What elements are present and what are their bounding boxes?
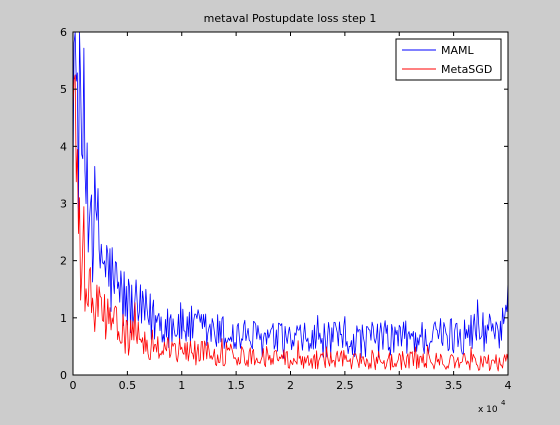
x-tick-label: 1: [178, 379, 185, 392]
tick-layer: 0 0.5 1 1.5 2 2.5 3 3.5 4 0 1 2 3 4 5 6: [60, 26, 512, 392]
series-line-maml: [72, 31, 509, 359]
x-tick-label: 0.5: [119, 379, 137, 392]
legend: MAML MetaSGD: [395, 38, 502, 81]
y-tick-label: 4: [60, 140, 67, 153]
y-tick-label: 3: [60, 198, 67, 211]
x-tick-label: 3.5: [445, 379, 463, 392]
x-tick-label: 0: [70, 379, 77, 392]
legend-box: [395, 38, 502, 81]
series-line-metasgd: [72, 74, 509, 372]
x-tick-label: 4: [505, 379, 512, 392]
x-multiplier-exponent: 4: [501, 399, 506, 407]
x-tick-label: 3: [396, 379, 403, 392]
y-tick-label: 1: [60, 312, 67, 325]
x-tick-label: 2: [287, 379, 294, 392]
legend-label-maml: MAML: [441, 44, 475, 57]
y-tick-label: 5: [60, 83, 67, 96]
series-layer: [72, 31, 509, 372]
y-tick-label: 6: [60, 26, 67, 39]
legend-label-metasgd: MetaSGD: [441, 63, 492, 76]
y-tick-label: 0: [60, 369, 67, 382]
y-tick-label: 2: [60, 255, 67, 268]
x-tick-label: 1.5: [227, 379, 245, 392]
plot-background: [73, 32, 508, 375]
x-multiplier-label: x 10: [478, 405, 498, 415]
chart-title: metaval Postupdate loss step 1: [204, 12, 377, 25]
x-tick-label: 2.5: [336, 379, 354, 392]
